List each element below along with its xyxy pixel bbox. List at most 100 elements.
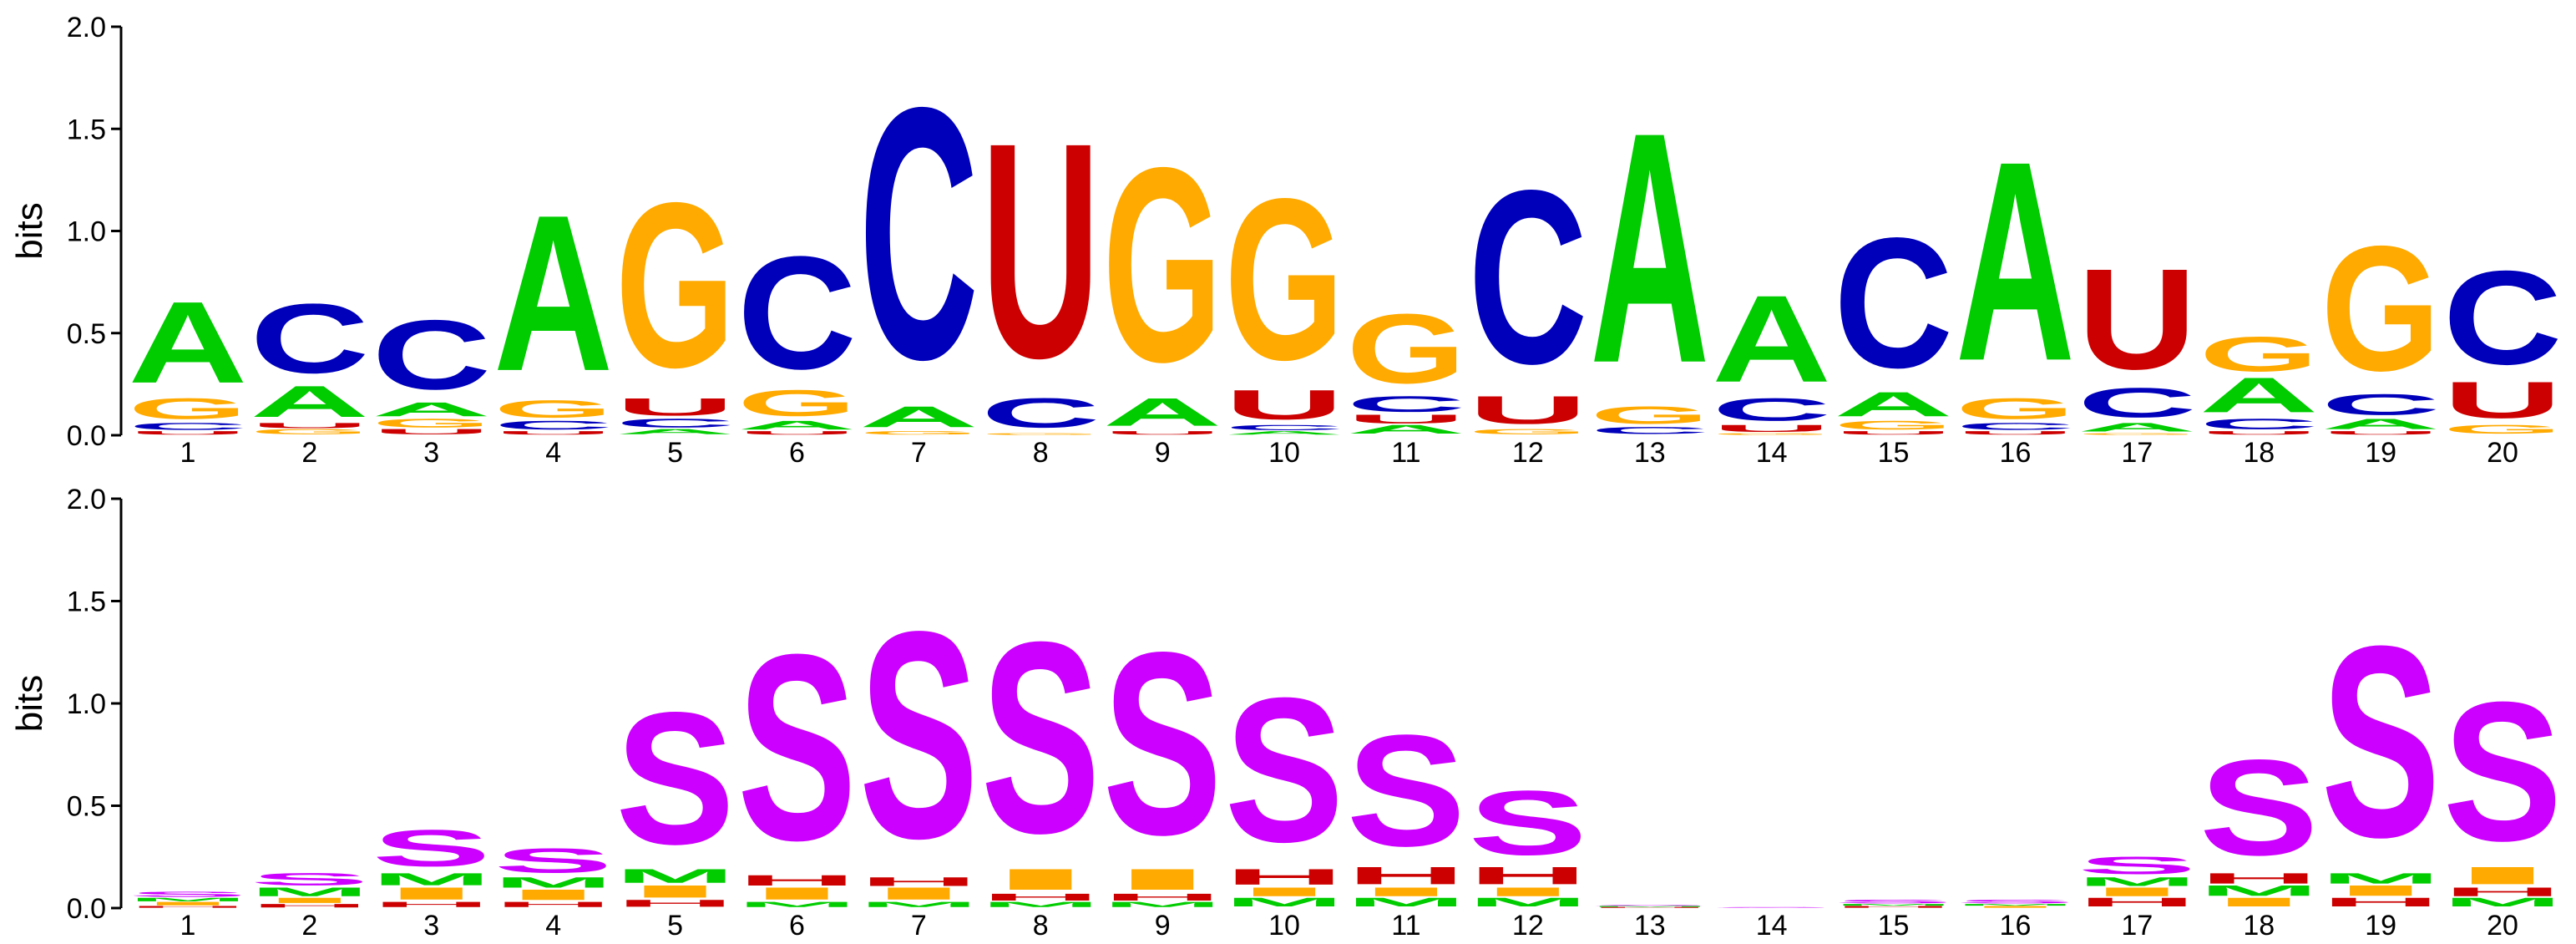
x-tick-label: 11: [1391, 437, 1420, 469]
y-tick-label: 0.0: [67, 420, 106, 452]
logo-letter-m: M: [615, 865, 735, 887]
logo-letter-g: G: [737, 383, 857, 424]
logo-letter-u: U: [1956, 430, 2075, 436]
logo-letter-s: S: [1590, 905, 1709, 906]
y-tick-label: 1.0: [67, 216, 106, 248]
logo-letter-h: H: [2321, 896, 2441, 910]
logo-letter-s: S: [2199, 732, 2319, 884]
logo-letter-g: G: [2443, 423, 2563, 437]
x-tick-label: 16: [2000, 437, 2032, 469]
logo-letter-s: S: [615, 672, 735, 883]
logo-letter-h: H: [615, 898, 735, 909]
logo-letter-g: G: [128, 392, 247, 425]
logo-letter-s: S: [1834, 899, 1953, 905]
x-tick-label: 12: [1512, 437, 1544, 469]
logo-letter-g: G: [2199, 327, 2319, 382]
structure-logo-panel: 0.00.51.01.52.0bits1HIMS2HIMS3HIMS4HIMS5…: [9, 484, 2563, 941]
logo-letter-s: S: [1346, 702, 1465, 879]
logo-letter-u: U: [2199, 430, 2319, 436]
x-tick-label: 7: [911, 910, 927, 941]
logo-letter-h: H: [250, 903, 369, 909]
logo-letter-i: I: [737, 884, 857, 903]
y-tick-label: 1.5: [67, 114, 106, 145]
logo-letter-g: G: [981, 433, 1101, 435]
logo-letter-i: I: [2443, 862, 2563, 890]
logo-letter-a: A: [372, 398, 491, 421]
logo-letter-c: C: [2078, 379, 2197, 426]
x-tick-label: 9: [1155, 910, 1171, 941]
y-tick-label: 0.5: [67, 318, 106, 350]
logo-letter-i: I: [250, 896, 369, 905]
logo-letter-h: H: [2078, 896, 2197, 910]
x-tick-label: 1: [180, 910, 195, 941]
x-tick-label: 14: [1756, 437, 1788, 469]
logo-letter-u: U: [372, 428, 491, 436]
x-tick-label: 14: [1756, 910, 1788, 941]
logo-letter-a: A: [859, 400, 979, 434]
logo-letter-i: I: [615, 882, 735, 901]
y-tick-label: 1.0: [67, 688, 106, 720]
logo-letter-a: A: [1956, 103, 2075, 420]
logo-letter-m: M: [1590, 906, 1709, 907]
logo-letter-s: S: [1712, 906, 1831, 908]
logo-letter-a: A: [1346, 423, 1465, 437]
x-tick-label: 10: [1268, 910, 1300, 941]
logo-letter-m: M: [859, 901, 979, 909]
logo-letter-m: M: [1225, 896, 1344, 910]
x-tick-label: 17: [2121, 437, 2153, 469]
logo-letter-u: U: [2443, 371, 2563, 429]
logo-letter-u: U: [737, 430, 857, 436]
logo-letter-i: I: [2199, 896, 2319, 910]
logo-letter-m: M: [250, 885, 369, 899]
logo-letter-m: M: [493, 874, 613, 891]
x-tick-label: 3: [423, 437, 439, 469]
logo-letter-m: M: [981, 901, 1101, 909]
logo-letter-g: G: [250, 428, 369, 436]
x-tick-label: 16: [2000, 910, 2032, 941]
logo-letter-s: S: [372, 820, 491, 878]
logo-letter-s: S: [1956, 899, 2075, 905]
logo-letter-i: I: [2078, 885, 2197, 899]
y-tick-label: 2.0: [67, 484, 106, 515]
x-tick-label: 9: [1155, 437, 1171, 469]
logo-letter-a: A: [737, 419, 857, 433]
logo-letter-g: G: [1712, 433, 1831, 435]
logo-letter-s: S: [250, 870, 369, 889]
x-tick-label: 7: [911, 437, 927, 469]
y-tick-label: 2.0: [67, 12, 106, 43]
logo-letter-c: C: [1834, 199, 1953, 407]
logo-letter-s: S: [2443, 660, 2563, 882]
logo-letter-g: G: [1590, 401, 1709, 429]
x-tick-label: 20: [2487, 910, 2518, 941]
logo-letter-c: C: [2321, 388, 2441, 422]
x-tick-label: 2: [301, 910, 317, 941]
logo-letter-c: C: [1346, 392, 1465, 417]
logo-letter-h: H: [2443, 885, 2563, 899]
logo-letter-i: I: [128, 901, 247, 906]
logo-letter-c: C: [493, 419, 613, 433]
logo-letter-m: M: [737, 901, 857, 909]
logo-letter-c: C: [128, 421, 247, 432]
logo-letter-a: A: [1834, 385, 1953, 424]
logo-letter-c: C: [1956, 421, 2075, 432]
logo-letter-s: S: [1225, 655, 1344, 885]
logo-letter-i: I: [372, 884, 491, 903]
logo-letter-g: G: [1346, 293, 1465, 404]
logo-letter-u: U: [981, 79, 1101, 422]
x-tick-label: 17: [2121, 910, 2153, 941]
logo-letter-m: M: [2443, 896, 2563, 910]
logo-letter-h: H: [1468, 862, 1587, 890]
x-tick-label: 5: [667, 437, 683, 469]
logo-letter-a: A: [250, 377, 369, 427]
logo-letter-i: I: [1346, 885, 1465, 899]
logo-letter-s: S: [1103, 598, 1222, 889]
logo-letter-h: H: [1834, 906, 1953, 908]
y-tick-label: 0.5: [67, 791, 106, 823]
logo-letter-i: I: [1225, 885, 1344, 899]
logo-letter-u: U: [1834, 430, 1953, 436]
rna-sequence-logo-panel: 0.00.51.01.52.0bits1UCGA2GUAC3UGAC4UCGA5…: [9, 12, 2563, 469]
logo-letter-m: M: [1956, 903, 2075, 906]
logo-letter-c: C: [615, 416, 735, 430]
logo-letter-u: U: [1225, 381, 1344, 428]
